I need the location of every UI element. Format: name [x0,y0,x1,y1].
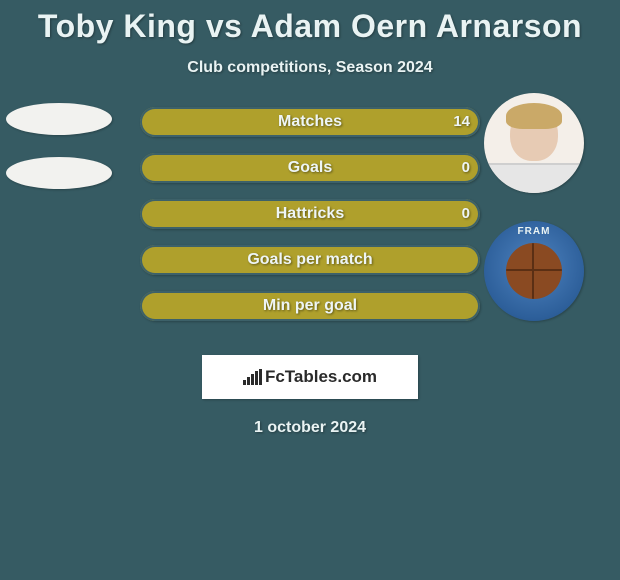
stat-label: Goals [140,153,480,183]
bar-chart-icon [243,369,261,385]
right-player-column: FRAM [484,93,604,349]
stats-area: Matches 14 Goals 0 Hattricks 0 Goals per… [0,107,620,347]
left-club-avatar [6,157,112,189]
stat-label: Hattricks [140,199,480,229]
stat-value-right: 0 [462,199,470,229]
stat-row-hattricks: Hattricks 0 [140,199,480,229]
left-player-avatar [6,103,112,135]
stat-row-goals: Goals 0 [140,153,480,183]
right-club-avatar: FRAM [484,221,584,321]
club-name-label: FRAM [484,226,584,237]
subtitle: Club competitions, Season 2024 [0,59,620,77]
stat-value-right: 14 [453,107,470,137]
branding-box: FcTables.com [202,355,418,399]
stat-label: Goals per match [140,245,480,275]
left-player-column [6,103,126,211]
right-player-avatar [484,93,584,193]
stat-bars: Matches 14 Goals 0 Hattricks 0 Goals per… [140,107,480,337]
avatar-shirt [484,163,584,193]
footer-date: 1 october 2024 [0,419,620,437]
page-title: Toby King vs Adam Oern Arnarson [0,0,620,45]
stat-label: Min per goal [140,291,480,321]
stat-row-min-per-goal: Min per goal [140,291,480,321]
stat-row-matches: Matches 14 [140,107,480,137]
stat-row-goals-per-match: Goals per match [140,245,480,275]
club-ball-icon [506,243,562,299]
stat-value-right: 0 [462,153,470,183]
branding-label: FcTables.com [265,367,377,387]
stat-label: Matches [140,107,480,137]
branding-text: FcTables.com [243,367,377,387]
